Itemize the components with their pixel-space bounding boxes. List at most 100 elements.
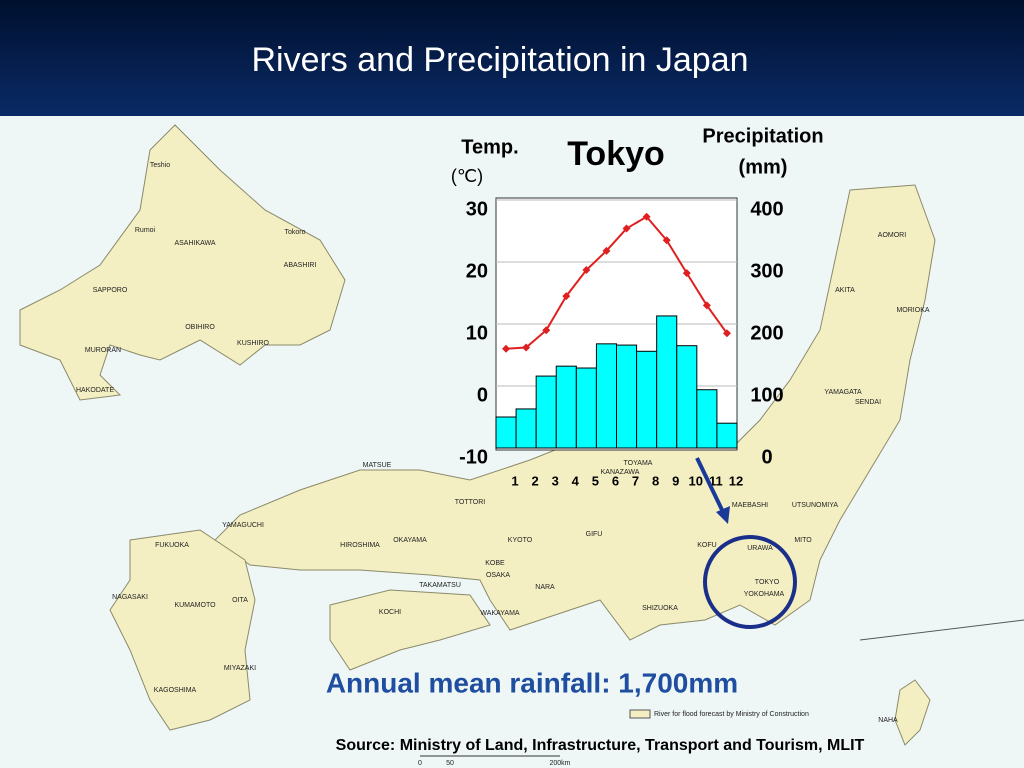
line [505,215,728,350]
line-marker [642,212,651,221]
map-label: MITO [794,537,812,544]
map-label: ABASHIRI [284,262,317,269]
x-tick-label: 10 [689,473,703,488]
map-label: HAKODATE [76,387,114,394]
bar [636,350,658,449]
map-label: MORIOKA [896,307,929,314]
slide-title: Rivers and Precipitation in Japan [251,41,748,79]
map-label: KUSHIRO [237,340,269,347]
y-axis-label: Temp. [461,136,518,158]
x-tick-label: 2 [532,473,539,488]
x-tick-label: 9 [672,473,679,488]
x-tick-label: 4 [572,473,580,488]
map-label: AOMORI [878,232,906,239]
scale-label: 200km [549,760,570,767]
map-label: OSAKA [486,572,510,579]
map-label: FUKUOKA [155,542,189,549]
map-label: UTSUNOMIYA [792,502,838,509]
legend-swatch [629,709,651,719]
map-label: KUMAMOTO [174,602,216,609]
bar [716,422,738,449]
line-marker [562,292,571,301]
line-marker [542,326,551,335]
y2-tick-label: 300 [750,260,783,282]
map-label: YAMAGUCHI [222,522,264,529]
map-label: KANAZAWA [601,469,640,476]
map-label: TOKYO [755,579,780,586]
line-marker [682,269,691,278]
arrow-head [716,506,730,524]
y2-axis-label: Precipitation [702,125,823,147]
bar [535,375,557,449]
line-marker [502,344,511,353]
x-tick-label: 5 [592,473,599,488]
x-tick-label: 3 [552,473,559,488]
x-tick-label: 8 [652,473,659,488]
map-label: SHIZUOKA [642,605,678,612]
chart-title: Tokyo [567,135,665,173]
y2-tick-label: 0 [761,446,772,468]
hokkaido [19,124,346,401]
x-tick-label: 7 [632,473,639,488]
map-label: Teshio [150,162,170,169]
y-tick-label: 30 [466,198,488,220]
map-label: HIROSHIMA [340,542,380,549]
map-label: KOBE [485,560,505,567]
map-label: MIYAZAKI [224,665,256,672]
tokyo-circle [703,535,797,629]
map-label: MURORAN [85,347,121,354]
annotation: Annual mean rainfall: 1,700mm [326,667,738,698]
y2-tick-label: 100 [750,384,783,406]
map-label: YAMAGATA [824,389,862,396]
map-label: MAEBASHI [732,502,768,509]
bar [676,345,698,449]
map-label: Tokoro [284,229,305,236]
scale-label: 50 [446,760,454,767]
line-marker [622,224,631,233]
header-bar [0,0,1024,116]
bar [595,343,618,449]
y2-tick-label: 400 [750,198,783,220]
arrow [695,457,726,515]
map-label: KAGOSHIMA [154,687,197,694]
map-label: OITA [232,597,248,604]
bar [575,367,597,449]
map-label: NARA [535,584,555,591]
bar [555,365,577,449]
line-marker [662,236,671,245]
x-tick-label: 1 [511,473,518,488]
scale-label: 0 [418,760,422,767]
bar [616,344,638,449]
x-tick-label: 11 [709,473,723,488]
map-label: NAGASAKI [112,594,148,601]
map-label: TOTTORI [455,499,486,506]
map-label: SENDAI [855,399,881,406]
x-tick-label: 12 [729,473,743,488]
y-tick-label: 0 [477,384,488,406]
line-marker [582,266,591,275]
map-label: OBIHIRO [185,324,215,331]
map-label: AKITA [835,287,855,294]
bar [696,389,718,449]
map-label: TAKAMATSU [419,582,461,589]
map-label: NAHA [878,717,898,724]
line-marker [522,343,531,352]
y-axis-unit: (℃) [451,166,483,186]
map-label: OKAYAMA [393,537,427,544]
y2-axis-unit: (mm) [739,156,788,178]
line-marker [722,329,731,338]
map-label: TOYAMA [624,460,653,467]
source: Source: Ministry of Land, Infrastructure… [336,737,865,754]
map-label: ASAHIKAWA [174,240,215,247]
bar [515,408,537,449]
inset-border [859,619,1024,641]
map-label: Rumoi [135,227,156,234]
map-label: MATSUE [363,462,392,469]
map-label: KYOTO [508,537,533,544]
map-label: YOKOHAMA [744,591,785,598]
map-label: URAWA [747,545,773,552]
line-marker [702,301,711,310]
y-tick-label: 10 [466,322,488,344]
okinawa [894,679,931,746]
shikoku [329,589,491,671]
